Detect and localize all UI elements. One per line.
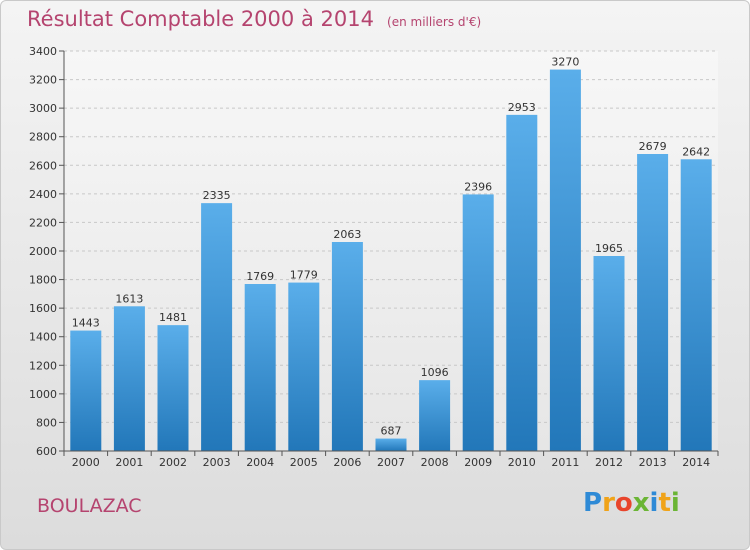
bar-2000 xyxy=(70,330,102,451)
data-label: 1965 xyxy=(595,242,623,255)
brand-letter: i xyxy=(649,488,659,518)
data-label: 1613 xyxy=(115,292,143,305)
data-label: 2063 xyxy=(333,228,361,241)
y-tick-label: 2000 xyxy=(29,245,57,258)
data-label: 1779 xyxy=(290,269,318,282)
data-labels: 1443 1613 1481 2335 1769 1779 2063 687 1096 2396 2… xyxy=(72,56,710,438)
y-tick-label: 1200 xyxy=(29,359,57,372)
x-tick-label: 2014 xyxy=(682,456,710,469)
x-tick-label: 2001 xyxy=(115,456,143,469)
y-tick-label: 3000 xyxy=(29,102,57,115)
x-tick-label: 2002 xyxy=(159,456,187,469)
data-label: 2953 xyxy=(508,101,536,114)
bar-2014 xyxy=(680,159,712,452)
bar-2009 xyxy=(462,194,494,451)
x-tick-label: 2009 xyxy=(464,456,492,469)
x-tick-label: 2006 xyxy=(333,456,361,469)
data-label: 1481 xyxy=(159,311,187,324)
bar-2002 xyxy=(157,325,189,451)
bar-2010 xyxy=(506,114,538,451)
x-tick-label: 2011 xyxy=(551,456,579,469)
bar-2003 xyxy=(201,203,233,451)
x-tick-label: 2000 xyxy=(72,456,100,469)
data-label: 2642 xyxy=(682,145,710,158)
x-tick-label: 2004 xyxy=(246,456,274,469)
bars xyxy=(70,69,712,452)
y-tick-label: 3400 xyxy=(29,45,57,58)
chart-subtitle: (en milliers d'€) xyxy=(387,15,482,29)
data-label: 2335 xyxy=(203,189,231,202)
bar-2004 xyxy=(244,284,276,451)
x-axis-ticks: 2000 2001 2002 2003 2004 2005 2006 2007 2008 2009… xyxy=(63,451,719,469)
x-tick-label: 2010 xyxy=(508,456,536,469)
y-tick-label: 1400 xyxy=(29,331,57,344)
x-tick-label: 2005 xyxy=(290,456,318,469)
y-axis-ticks: 600 800 1000 1200 1400 1600 1800 2000 2200 2400 26… xyxy=(29,45,64,458)
bar-2006 xyxy=(331,242,363,451)
commune-name: BOULAZAC xyxy=(37,495,142,517)
brand-logo: Proxiti xyxy=(583,488,680,518)
x-tick-label: 2003 xyxy=(203,456,231,469)
y-tick-label: 3200 xyxy=(29,74,57,87)
y-tick-label: 1000 xyxy=(29,388,57,401)
bar-2007 xyxy=(375,438,407,451)
y-tick-label: 2200 xyxy=(29,216,57,229)
y-tick-label: 2600 xyxy=(29,159,57,172)
data-label: 1769 xyxy=(246,270,274,283)
brand-letter: i xyxy=(670,488,680,518)
x-tick-label: 2008 xyxy=(421,456,449,469)
bar-2012 xyxy=(593,256,625,451)
data-label: 1096 xyxy=(421,366,449,379)
brand-letter: x xyxy=(632,488,650,518)
data-label: 687 xyxy=(381,425,402,438)
bar-2013 xyxy=(637,154,669,451)
data-label: 1443 xyxy=(72,317,100,330)
data-label: 2679 xyxy=(639,140,667,153)
y-tick-label: 1600 xyxy=(29,302,57,315)
x-tick-label: 2012 xyxy=(595,456,623,469)
data-label: 2396 xyxy=(464,180,492,193)
title-row: Résultat Comptable 2000 à 2014 (en milli… xyxy=(27,7,481,31)
x-tick-label: 2007 xyxy=(377,456,405,469)
bar-2005 xyxy=(288,282,320,451)
brand-letter: r xyxy=(602,488,615,518)
y-tick-label: 2400 xyxy=(29,188,57,201)
brand-letter: P xyxy=(583,488,603,518)
y-tick-label: 1800 xyxy=(29,274,57,287)
bar-2008 xyxy=(419,380,451,451)
x-tick-label: 2013 xyxy=(639,456,667,469)
data-label: 3270 xyxy=(551,56,579,69)
chart-title: Résultat Comptable 2000 à 2014 xyxy=(27,7,374,31)
bar-2011 xyxy=(549,69,581,452)
y-tick-label: 600 xyxy=(36,445,57,458)
y-tick-label: 800 xyxy=(36,416,57,429)
brand-letter: o xyxy=(614,488,633,518)
y-tick-label: 2800 xyxy=(29,131,57,144)
brand-letter: t xyxy=(658,488,671,518)
bar-2001 xyxy=(113,306,145,451)
